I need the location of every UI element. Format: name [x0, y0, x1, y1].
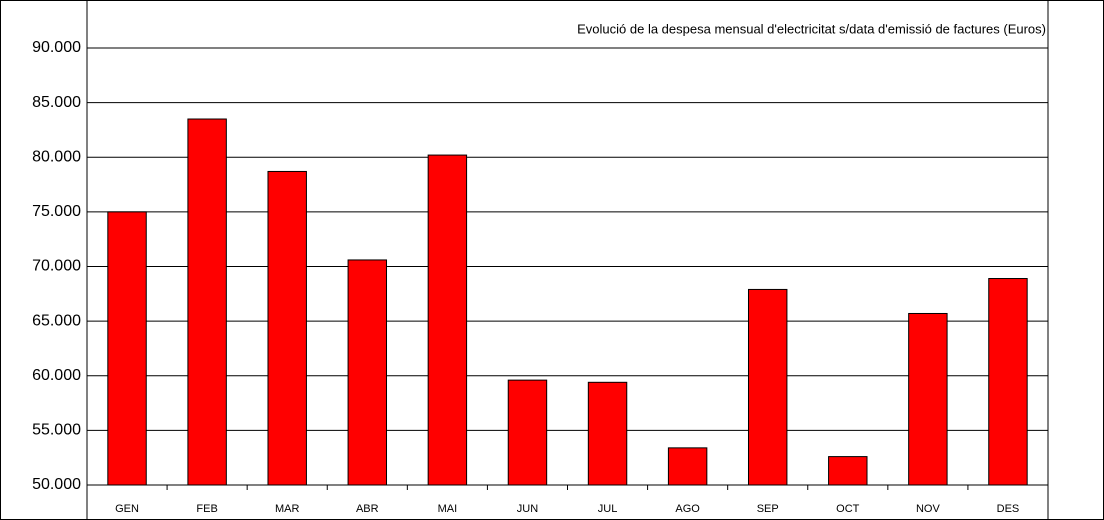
bar — [747, 288, 788, 486]
y-tick-label: 85.000 — [32, 94, 81, 111]
bar — [427, 154, 468, 486]
x-tick-label: OCT — [836, 503, 860, 515]
bar — [667, 447, 708, 486]
bar — [267, 170, 307, 486]
y-tick-label: 50.000 — [32, 476, 81, 493]
y-tick-label: 60.000 — [32, 367, 81, 384]
x-tick-label: ABR — [356, 503, 379, 515]
bar — [187, 118, 227, 486]
bar — [107, 211, 147, 486]
y-tick-label: 65.000 — [32, 312, 81, 329]
x-tick-label: DES — [997, 503, 1020, 515]
bar — [347, 259, 388, 486]
y-tick-label: 90.000 — [32, 39, 81, 56]
x-tick-label: GEN — [115, 503, 139, 515]
x-tick-label: JUN — [517, 503, 538, 515]
bar — [587, 381, 628, 486]
bar — [908, 312, 948, 486]
x-tick-label: MAR — [275, 503, 300, 515]
x-tick-label: MAI — [438, 503, 458, 515]
x-tick-label: SEP — [757, 503, 779, 515]
y-tick-label: 55.000 — [32, 422, 81, 439]
x-tick-label: JUL — [598, 503, 618, 515]
x-tick-label: NOV — [916, 503, 941, 515]
bar — [828, 456, 868, 486]
y-tick-label: 75.000 — [32, 203, 81, 220]
bar — [988, 278, 1028, 486]
x-tick-label: AGO — [675, 503, 700, 515]
bar — [507, 379, 548, 486]
y-tick-label: 80.000 — [32, 148, 81, 165]
y-tick-label: 70.000 — [32, 258, 81, 275]
chart-title: Evolució de la despesa mensual d'electri… — [577, 21, 1046, 36]
x-tick-label: FEB — [196, 503, 217, 515]
